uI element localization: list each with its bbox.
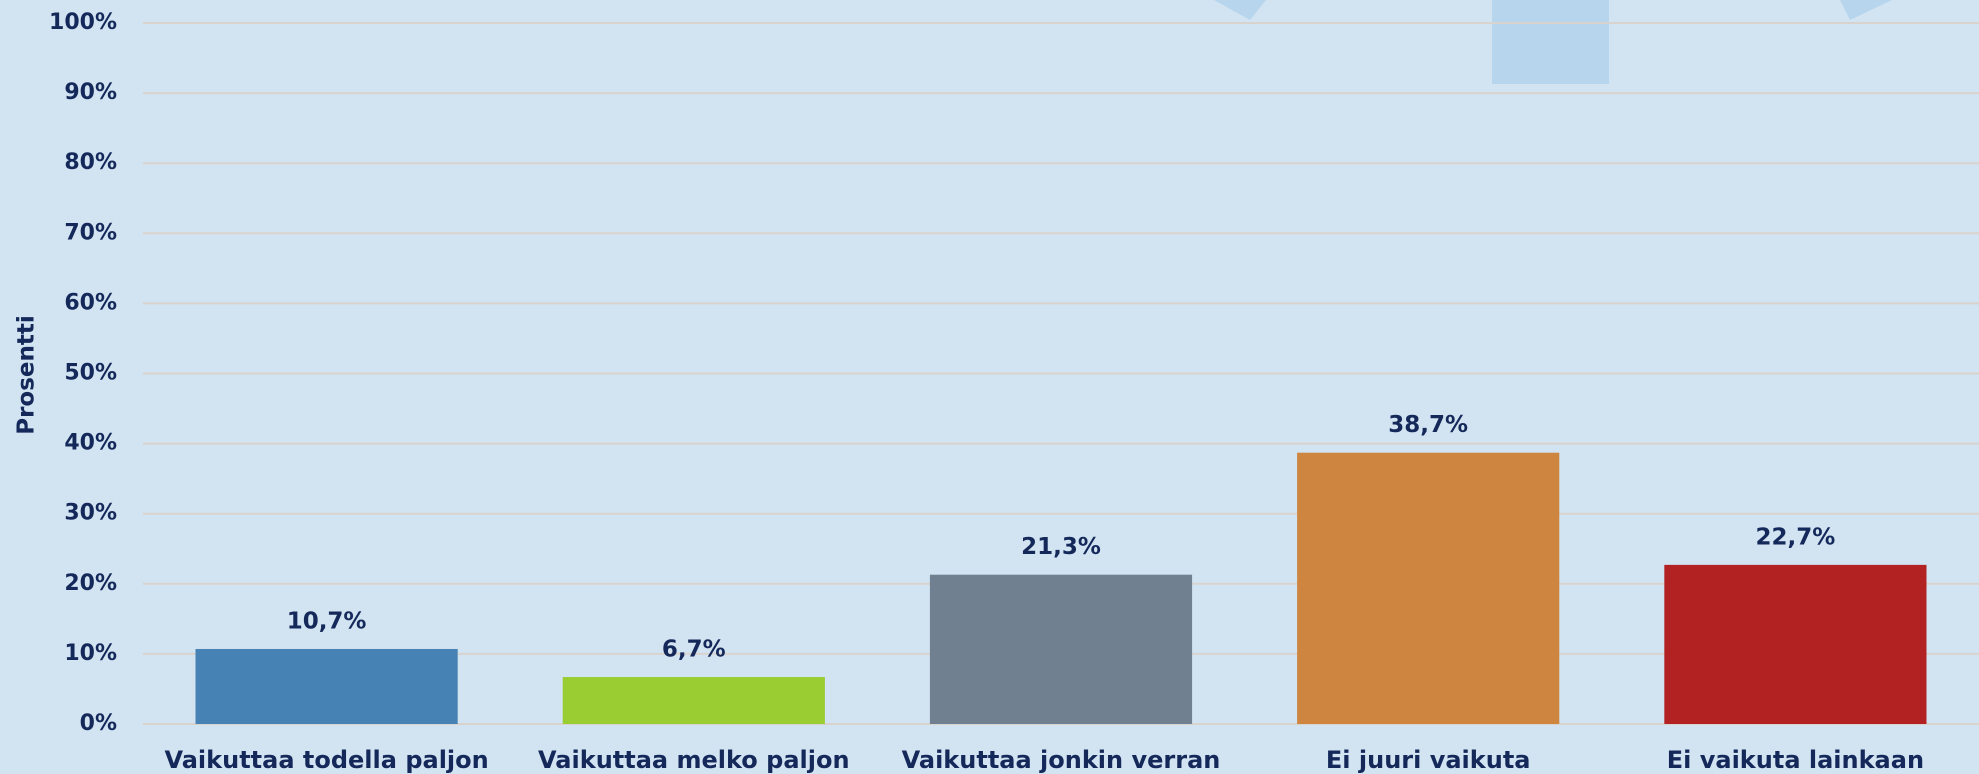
y-tick-label: 40%: [64, 431, 117, 456]
x-tick-label: Ei vaikuta lainkaan: [1667, 746, 1924, 774]
y-tick-label: 70%: [64, 220, 117, 245]
y-tick-label: 30%: [64, 501, 117, 526]
data-label: 22,7%: [1756, 524, 1836, 550]
y-tick-label: 80%: [64, 150, 117, 175]
decoration: [1214, 0, 1266, 20]
decoration: [1492, 0, 1609, 84]
y-tick-label: 20%: [64, 571, 117, 596]
data-label: 38,7%: [1388, 412, 1468, 438]
y-tick-label: 50%: [64, 361, 117, 386]
data-label: 10,7%: [287, 608, 367, 634]
decoration: [1840, 0, 1892, 20]
x-tick-label: Ei juuri vaikuta: [1326, 746, 1531, 774]
bar: [929, 574, 1193, 724]
x-tick-label: Vaikuttaa jonkin verran: [902, 746, 1221, 774]
y-axis-title: Prosentti: [14, 315, 40, 435]
data-label: 21,3%: [1021, 534, 1101, 560]
data-label: 6,7%: [662, 637, 726, 663]
bar: [1297, 452, 1560, 724]
x-tick-label: Vaikuttaa melko paljon: [538, 746, 850, 774]
y-tick-label: 100%: [49, 10, 117, 35]
y-tick-label: 10%: [64, 641, 117, 666]
bar: [1664, 564, 1927, 724]
bar: [195, 648, 458, 724]
y-tick-label: 60%: [64, 290, 117, 315]
x-tick-label: Vaikuttaa todella paljon: [164, 746, 488, 774]
bar: [562, 677, 825, 724]
y-tick-label: 90%: [64, 80, 117, 105]
y-tick-label: 0%: [80, 711, 117, 736]
